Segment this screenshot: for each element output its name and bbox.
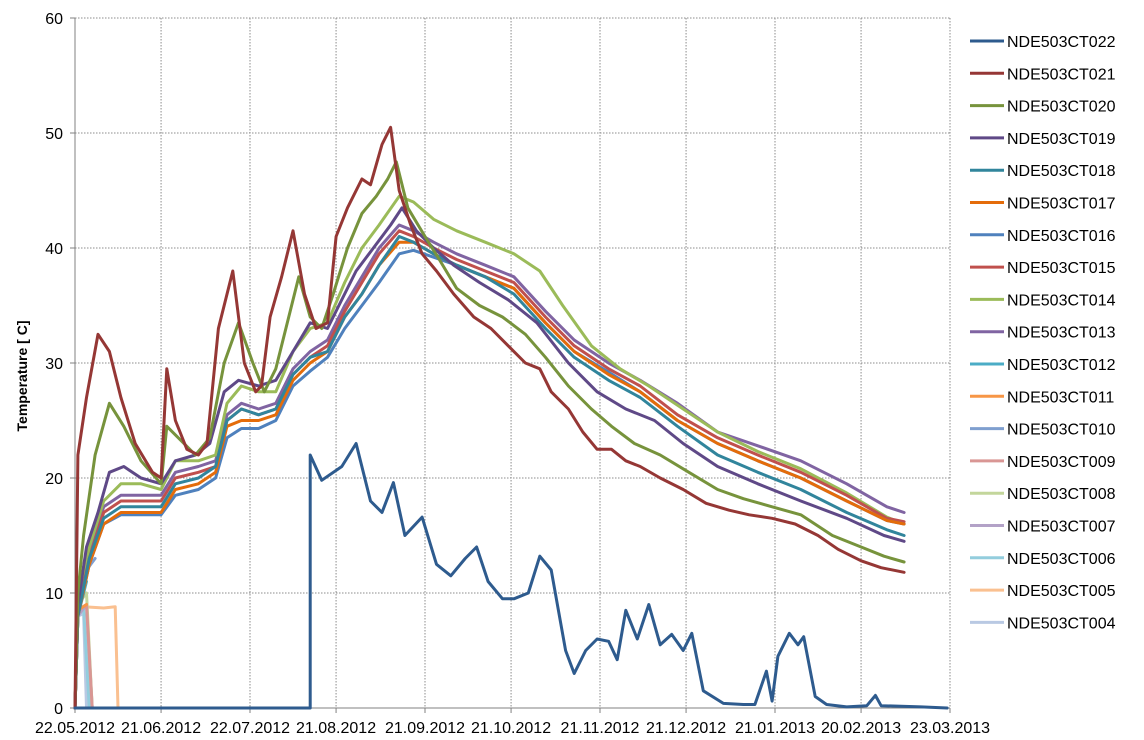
- x-tick-label: 22.05.2012: [35, 720, 115, 737]
- x-tick-label: 21.09.2012: [385, 720, 465, 737]
- x-tick-label: 21.12.2012: [646, 720, 726, 737]
- legend-item: NDE503CT009: [970, 454, 1116, 471]
- grid-lines: [75, 17, 951, 708]
- y-tick-label: 10: [45, 586, 63, 603]
- legend-item: NDE503CT021: [970, 66, 1116, 83]
- x-tick-label: 22.07.2012: [210, 720, 290, 737]
- legend-item: NDE503CT011: [970, 389, 1114, 406]
- x-axis: 22.05.2012 21.06.2012 22.07.2012 21.08.2012…: [35, 708, 990, 737]
- legend-label: NDE503CT019: [1007, 131, 1116, 148]
- legend-item: NDE503CT020: [970, 99, 1116, 116]
- legend-item: NDE503CT008: [970, 486, 1116, 503]
- series-line-nde503ct005: [73, 605, 120, 710]
- series-line-nde503ct013: [73, 223, 906, 710]
- series-line-nde503ct022: [73, 442, 949, 710]
- x-tick-label: 21.11.2012: [561, 720, 640, 737]
- legend-label: NDE503CT017: [1007, 196, 1116, 213]
- y-tick-label: 50: [45, 126, 63, 143]
- legend-label: NDE503CT010: [1007, 422, 1116, 439]
- legend-label: NDE503CT020: [1007, 99, 1116, 116]
- y-axis-title: Temperature [ C]: [14, 321, 30, 432]
- legend-label: NDE503CT006: [1007, 551, 1116, 568]
- legend-item: NDE503CT016: [970, 228, 1116, 245]
- legend-item: NDE503CT006: [970, 551, 1116, 568]
- legend-label: NDE503CT007: [1007, 519, 1116, 536]
- series-line-nde503ct021: [73, 125, 906, 710]
- legend-label: NDE503CT018: [1007, 163, 1116, 180]
- series-layer: [73, 125, 949, 710]
- legend-label: NDE503CT012: [1007, 357, 1116, 374]
- y-axis: 0 10 20 30 40 50 60: [45, 11, 75, 718]
- legend-item: NDE503CT012: [970, 357, 1116, 374]
- legend-item: NDE503CT018: [970, 163, 1116, 180]
- legend-item: NDE503CT010: [970, 422, 1116, 439]
- legend-label: NDE503CT005: [1007, 583, 1116, 600]
- series-line-nde503ct015: [73, 229, 906, 710]
- series-line-nde503ct014: [73, 194, 906, 710]
- legend-item: NDE503CT022: [970, 34, 1116, 51]
- legend-label: NDE503CT008: [1007, 486, 1116, 503]
- legend-label: NDE503CT009: [1007, 454, 1116, 471]
- plot-area: [74, 18, 950, 709]
- legend: NDE503CT022 NDE503CT021 NDE503CT020 NDE503C…: [970, 34, 1116, 632]
- x-tick-label: 21.08.2012: [296, 720, 376, 737]
- x-tick-label: 23.03.2013: [910, 720, 990, 737]
- series-line-nde503ct020: [73, 160, 906, 710]
- x-tick-label: 21.01.2013: [735, 720, 815, 737]
- legend-label: NDE503CT015: [1007, 260, 1116, 277]
- legend-label: NDE503CT011: [1007, 389, 1114, 406]
- legend-item: NDE503CT007: [970, 519, 1116, 536]
- y-tick-label: 40: [45, 241, 63, 258]
- y-tick-label: 30: [45, 356, 63, 373]
- legend-label: NDE503CT013: [1007, 325, 1116, 342]
- legend-label: NDE503CT022: [1007, 34, 1116, 51]
- series-line-nde503ct019: [73, 206, 906, 710]
- legend-item: NDE503CT004: [970, 615, 1116, 632]
- legend-label: NDE503CT014: [1007, 292, 1116, 309]
- legend-item: NDE503CT015: [970, 260, 1116, 277]
- x-tick-label: 20.02.2013: [821, 720, 901, 737]
- x-tick-label: 21.10.2012: [471, 720, 551, 737]
- legend-item: NDE503CT005: [970, 583, 1116, 600]
- y-tick-label: 60: [45, 11, 63, 28]
- y-tick-label: 0: [54, 701, 63, 718]
- legend-item: NDE503CT014: [970, 292, 1116, 309]
- legend-item: NDE503CT013: [970, 325, 1116, 342]
- legend-label: NDE503CT004: [1007, 615, 1116, 632]
- legend-item: NDE503CT017: [970, 196, 1116, 213]
- series-line-nde503ct018: [73, 235, 906, 710]
- x-tick-label: 21.06.2012: [121, 720, 201, 737]
- legend-item: NDE503CT019: [970, 131, 1116, 148]
- y-tick-label: 20: [45, 471, 63, 488]
- legend-label: NDE503CT016: [1007, 228, 1116, 245]
- legend-label: NDE503CT021: [1007, 66, 1116, 83]
